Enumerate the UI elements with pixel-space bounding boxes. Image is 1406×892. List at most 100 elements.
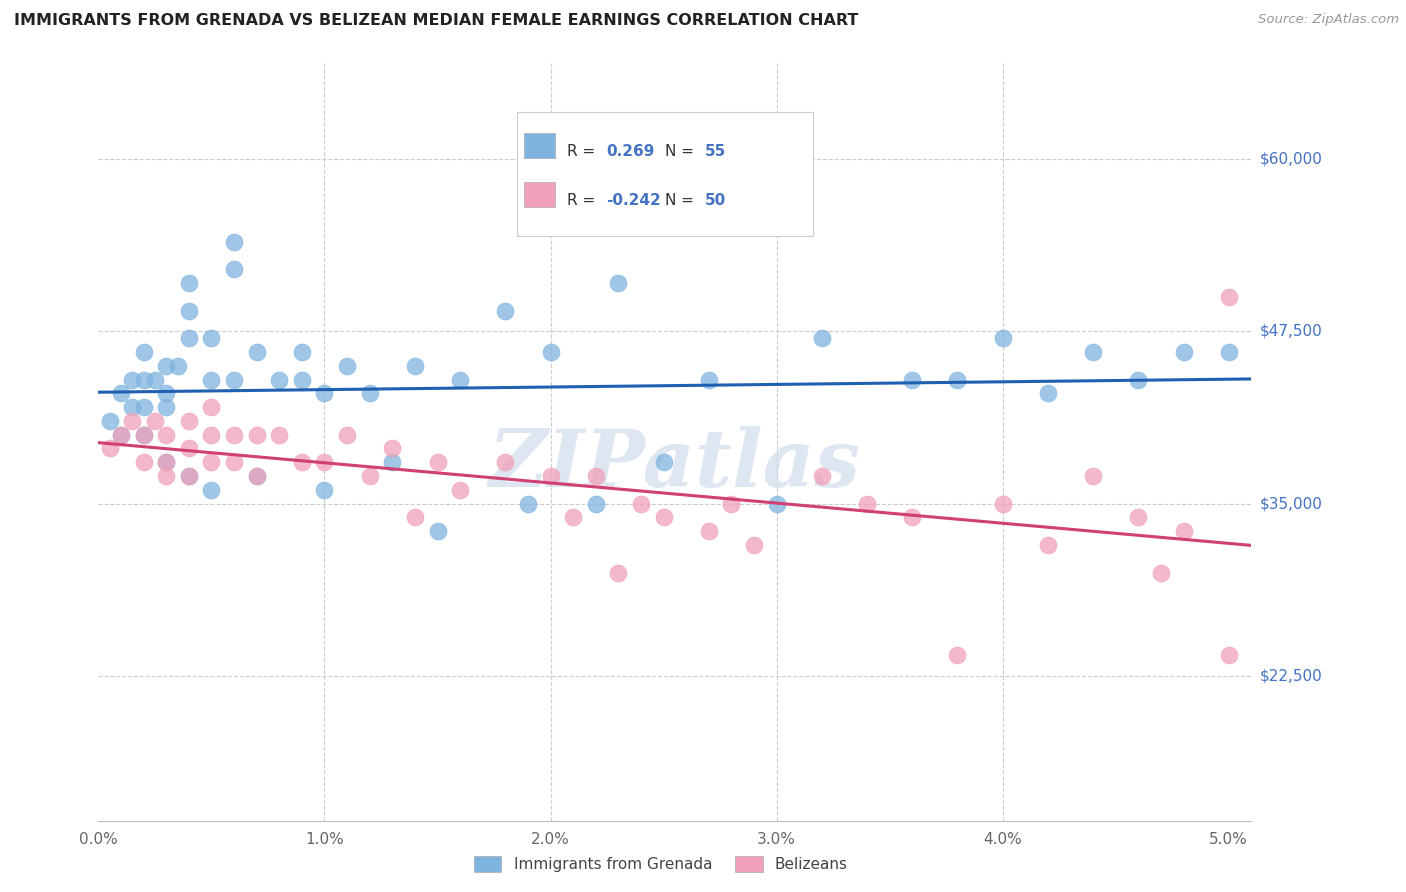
Point bbox=[426, 524, 449, 538]
Point bbox=[177, 276, 200, 290]
Point bbox=[177, 469, 200, 483]
Point bbox=[155, 359, 177, 373]
Point bbox=[132, 345, 155, 359]
Point bbox=[359, 386, 381, 401]
Text: R =: R = bbox=[567, 144, 600, 159]
Point bbox=[562, 510, 585, 524]
Text: $35,000: $35,000 bbox=[1260, 496, 1323, 511]
Point bbox=[811, 331, 834, 345]
Point bbox=[200, 455, 222, 469]
Text: Source: ZipAtlas.com: Source: ZipAtlas.com bbox=[1258, 13, 1399, 27]
Point bbox=[1150, 566, 1173, 580]
Point bbox=[121, 414, 143, 428]
Point bbox=[1218, 290, 1240, 304]
Text: N =: N = bbox=[665, 144, 699, 159]
Point bbox=[404, 359, 426, 373]
Point bbox=[1218, 345, 1240, 359]
Point bbox=[1218, 648, 1240, 663]
Point bbox=[991, 331, 1014, 345]
Point bbox=[110, 386, 132, 401]
Point bbox=[155, 386, 177, 401]
Point bbox=[155, 400, 177, 414]
Point bbox=[200, 331, 222, 345]
Text: $47,500: $47,500 bbox=[1260, 324, 1323, 339]
Point bbox=[177, 331, 200, 345]
Point bbox=[652, 455, 675, 469]
Point bbox=[177, 414, 200, 428]
Point bbox=[314, 386, 336, 401]
Point bbox=[291, 455, 314, 469]
Point bbox=[166, 359, 188, 373]
Point bbox=[121, 372, 143, 386]
Point bbox=[291, 345, 314, 359]
Legend: Immigrants from Grenada, Belizeans: Immigrants from Grenada, Belizeans bbox=[467, 848, 855, 880]
Point bbox=[1173, 524, 1195, 538]
Text: 0.269: 0.269 bbox=[606, 144, 654, 159]
Point bbox=[121, 400, 143, 414]
Point bbox=[540, 469, 562, 483]
Point bbox=[404, 510, 426, 524]
Point bbox=[246, 427, 269, 442]
Point bbox=[856, 497, 879, 511]
Point bbox=[449, 483, 471, 497]
Point bbox=[449, 372, 471, 386]
Point bbox=[222, 262, 245, 277]
Point bbox=[222, 372, 245, 386]
Point bbox=[177, 442, 200, 456]
Point bbox=[1128, 510, 1150, 524]
Point bbox=[132, 455, 155, 469]
Point bbox=[1081, 345, 1104, 359]
Point bbox=[1173, 345, 1195, 359]
Point bbox=[585, 497, 607, 511]
Point bbox=[269, 427, 291, 442]
Point bbox=[630, 497, 652, 511]
Point bbox=[494, 455, 516, 469]
Point bbox=[720, 497, 742, 511]
Point bbox=[200, 427, 222, 442]
Point bbox=[132, 372, 155, 386]
Point bbox=[222, 235, 245, 249]
Point bbox=[336, 359, 359, 373]
Text: 50: 50 bbox=[704, 193, 725, 208]
Point bbox=[314, 483, 336, 497]
Point bbox=[291, 372, 314, 386]
Point bbox=[110, 427, 132, 442]
Point bbox=[540, 345, 562, 359]
Point bbox=[607, 566, 630, 580]
Point bbox=[381, 442, 404, 456]
Point bbox=[155, 469, 177, 483]
Text: IMMIGRANTS FROM GRENADA VS BELIZEAN MEDIAN FEMALE EARNINGS CORRELATION CHART: IMMIGRANTS FROM GRENADA VS BELIZEAN MEDI… bbox=[14, 13, 859, 29]
Point bbox=[132, 427, 155, 442]
Text: $60,000: $60,000 bbox=[1260, 152, 1323, 167]
Point bbox=[991, 497, 1014, 511]
Point bbox=[222, 427, 245, 442]
Point bbox=[765, 497, 787, 511]
Point bbox=[946, 648, 969, 663]
Point bbox=[110, 427, 132, 442]
Point bbox=[177, 303, 200, 318]
Point bbox=[901, 510, 924, 524]
Point bbox=[697, 372, 720, 386]
Text: R =: R = bbox=[567, 193, 600, 208]
Text: $22,500: $22,500 bbox=[1260, 668, 1323, 683]
Text: -0.242: -0.242 bbox=[606, 193, 661, 208]
Point bbox=[246, 469, 269, 483]
Point bbox=[359, 469, 381, 483]
Point bbox=[200, 400, 222, 414]
Text: ZIPatlas: ZIPatlas bbox=[489, 425, 860, 503]
Point bbox=[155, 455, 177, 469]
Point bbox=[143, 372, 166, 386]
Point bbox=[1081, 469, 1104, 483]
Point bbox=[155, 427, 177, 442]
Point bbox=[742, 538, 765, 552]
Text: 55: 55 bbox=[704, 144, 725, 159]
Point bbox=[811, 469, 834, 483]
Point bbox=[607, 276, 630, 290]
Point bbox=[494, 303, 516, 318]
Point bbox=[246, 469, 269, 483]
Point bbox=[381, 455, 404, 469]
Point bbox=[946, 372, 969, 386]
Point bbox=[1036, 538, 1059, 552]
Point bbox=[155, 455, 177, 469]
Point bbox=[652, 510, 675, 524]
